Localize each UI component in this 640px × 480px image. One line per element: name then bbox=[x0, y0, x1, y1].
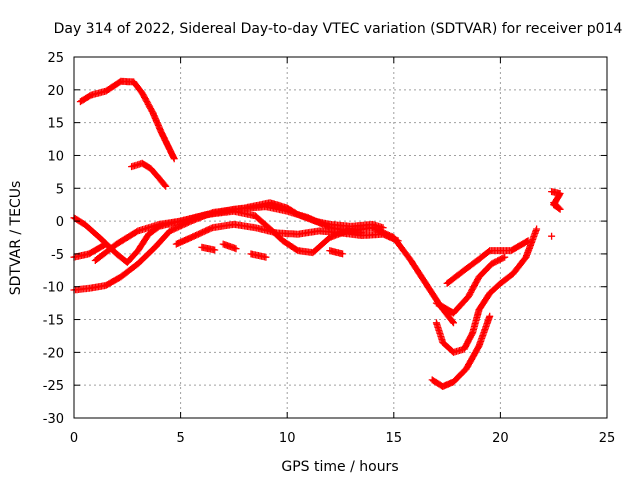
x-tick-label: 15 bbox=[386, 431, 403, 446]
y-axis-label: SDTVAR / TECUs bbox=[8, 181, 24, 296]
y-tick-label: -25 bbox=[43, 379, 64, 394]
y-tick-label: -15 bbox=[43, 314, 64, 329]
data-series-s9 bbox=[219, 240, 240, 253]
y-tick-label: 15 bbox=[47, 117, 64, 132]
y-tick-label: -30 bbox=[43, 412, 64, 427]
series-markers bbox=[443, 237, 532, 287]
y-axis: 25 20 15 10 5 0 -5 -10 -15 -20 -25 -30 bbox=[43, 51, 607, 427]
x-axis: 0 5 10 15 20 25 bbox=[70, 57, 615, 446]
data-series-s2 bbox=[128, 159, 170, 190]
y-tick-label: -5 bbox=[51, 248, 64, 263]
data-series-s11 bbox=[326, 247, 347, 258]
series-markers bbox=[432, 253, 509, 317]
x-tick-label: 0 bbox=[70, 431, 78, 446]
data-series-s7 bbox=[172, 220, 402, 248]
plot-border bbox=[73, 56, 608, 419]
series-markers bbox=[247, 250, 270, 261]
series-markers bbox=[76, 77, 178, 163]
series-markers bbox=[548, 232, 556, 240]
x-tick-label: 10 bbox=[279, 431, 296, 446]
y-tick-label: 0 bbox=[56, 215, 64, 230]
x-axis-label: GPS time / hours bbox=[281, 459, 398, 475]
series-markers bbox=[128, 159, 170, 190]
data-series-s1 bbox=[76, 77, 178, 163]
data-marks bbox=[70, 77, 564, 390]
chart-title: Day 314 of 2022, Sidereal Day-to-day VTE… bbox=[54, 21, 623, 37]
data-series-s14 bbox=[432, 253, 509, 317]
y-tick-label: -10 bbox=[43, 281, 64, 296]
series-markers bbox=[326, 247, 347, 258]
data-series-s13 bbox=[428, 312, 494, 390]
series-markers bbox=[428, 312, 494, 390]
series-markers bbox=[432, 225, 541, 356]
x-tick-label: 20 bbox=[492, 431, 509, 446]
x-tick-label: 25 bbox=[599, 431, 616, 446]
data-series-s16 bbox=[548, 188, 564, 213]
series-markers bbox=[198, 243, 219, 254]
x-tick-label: 5 bbox=[176, 431, 184, 446]
y-tick-label: -20 bbox=[43, 346, 64, 361]
series-markers bbox=[172, 220, 402, 248]
y-tick-label: 20 bbox=[47, 84, 64, 99]
series-markers bbox=[219, 240, 240, 253]
data-series-s12 bbox=[432, 225, 541, 356]
series-markers bbox=[548, 188, 564, 213]
data-series-s10 bbox=[247, 250, 270, 261]
y-tick-label: 10 bbox=[47, 149, 64, 164]
y-tick-label: 25 bbox=[47, 51, 64, 66]
data-series-s8 bbox=[198, 243, 219, 254]
data-series-s15 bbox=[443, 237, 532, 287]
y-tick-label: 5 bbox=[56, 182, 64, 197]
data-series-s17 bbox=[548, 232, 556, 240]
